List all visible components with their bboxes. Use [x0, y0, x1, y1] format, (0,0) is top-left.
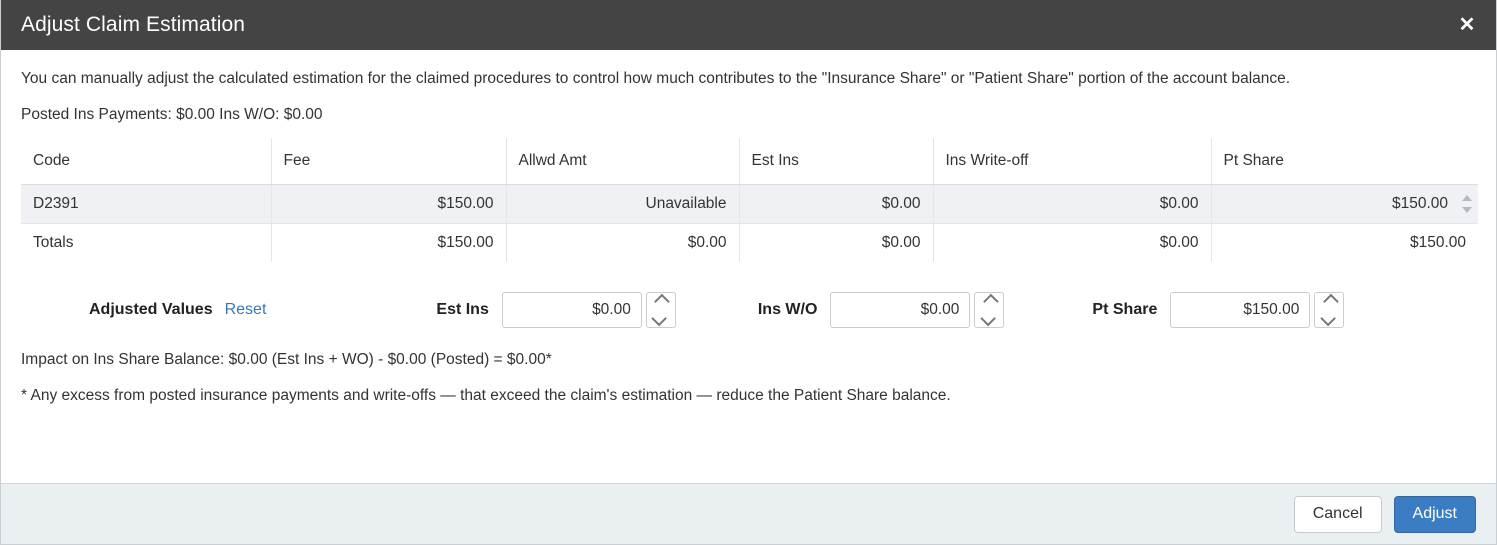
close-icon[interactable]: ✕: [1454, 12, 1480, 38]
column-header-est-ins: Est Ins: [739, 138, 934, 185]
column-header-pt-share: Pt Share: [1211, 138, 1478, 185]
dialog-footer: Cancel Adjust: [1, 483, 1496, 544]
est-ins-field-group: Est Ins: [436, 292, 676, 329]
ins-wo-decrement-button[interactable]: [975, 310, 1003, 327]
dialog-titlebar: Adjust Claim Estimation ✕: [1, 0, 1496, 50]
cell-fee: $150.00: [271, 184, 507, 224]
column-header-ins-write-off: Ins Write-off: [933, 138, 1212, 185]
column-header-code: Code: [21, 138, 272, 185]
pt-share-input[interactable]: [1170, 292, 1311, 329]
dialog-title: Adjust Claim Estimation: [21, 13, 246, 36]
cell-pt-share[interactable]: $150.00: [1211, 184, 1478, 224]
intro-text: You can manually adjust the calculated e…: [21, 70, 1291, 87]
column-header-allwd-amt: Allwd Amt: [506, 138, 740, 185]
pt-share-decrement-button[interactable]: [1315, 310, 1343, 327]
impact-on-ins-share-balance: Impact on Ins Share Balance: $0.00 (Est …: [21, 351, 552, 369]
cell-ins-write-off: $0.00: [933, 184, 1212, 224]
adjusted-values-row: Adjusted Values Reset Est Ins Ins W/O: [21, 292, 1476, 329]
estimation-table: Code Fee Allwd Amt Est Ins Ins Write-off…: [21, 138, 1478, 263]
cell-code: Totals: [21, 223, 272, 263]
ins-wo-spinner: [830, 292, 1005, 329]
cell-pt-share: $150.00: [1211, 223, 1478, 263]
chevron-down-icon: [651, 311, 668, 327]
cancel-button[interactable]: Cancel: [1293, 495, 1382, 533]
ins-wo-increment-button[interactable]: [975, 293, 1003, 310]
pt-share-row-stepper[interactable]: [1458, 188, 1476, 220]
chevron-down-icon: [980, 311, 996, 327]
reset-link[interactable]: Reset: [224, 301, 267, 319]
cell-allwd-amt: $0.00: [506, 223, 740, 263]
est-ins-spinner: [501, 292, 676, 329]
chevron-up-icon: [1322, 294, 1339, 310]
chevron-down-icon: [1320, 311, 1336, 327]
cell-pt-share-value: $150.00: [1391, 194, 1448, 212]
ins-wo-stepper[interactable]: [974, 292, 1005, 329]
adjusted-values-label: Adjusted Values: [89, 301, 213, 319]
ins-wo-field-group: Ins W/O: [757, 292, 1005, 329]
footnote-text: * Any excess from posted insurance payme…: [21, 387, 951, 405]
column-header-fee: Fee: [271, 138, 507, 185]
pt-share-spinner: [1170, 292, 1345, 329]
cell-ins-write-off: $0.00: [933, 223, 1212, 263]
est-ins-decrement-button[interactable]: [647, 310, 675, 327]
pt-share-label: Pt Share: [1092, 301, 1158, 319]
est-ins-input[interactable]: [501, 292, 642, 329]
est-ins-stepper[interactable]: [645, 292, 676, 329]
adjust-button[interactable]: Adjust: [1393, 495, 1476, 533]
table-row[interactable]: D2391 $150.00 Unavailable $0.00 $0.00 $1…: [21, 184, 1478, 224]
cell-est-ins: $0.00: [739, 223, 934, 263]
cell-fee: $150.00: [271, 223, 507, 263]
cell-allwd-amt: Unavailable: [506, 184, 740, 224]
ins-wo-input[interactable]: [830, 292, 971, 329]
est-ins-increment-button[interactable]: [647, 293, 675, 310]
table-row: Totals $150.00 $0.00 $0.00 $0.00 $150.00: [21, 223, 1478, 263]
pt-share-field-group: Pt Share: [1092, 292, 1345, 329]
table-header-row: Code Fee Allwd Amt Est Ins Ins Write-off…: [21, 138, 1478, 185]
caret-up-icon[interactable]: [1462, 194, 1472, 201]
ins-wo-label: Ins W/O: [757, 301, 818, 319]
dialog-body: You can manually adjust the calculated e…: [1, 50, 1496, 483]
pt-share-stepper[interactable]: [1314, 292, 1345, 329]
chevron-up-icon: [654, 294, 671, 310]
cell-code: D2391: [21, 184, 272, 224]
caret-down-icon[interactable]: [1462, 206, 1472, 213]
chevron-up-icon: [983, 294, 999, 310]
est-ins-label: Est Ins: [436, 301, 489, 319]
pt-share-increment-button[interactable]: [1315, 293, 1343, 310]
cell-est-ins: $0.00: [739, 184, 934, 224]
posted-payments-line: Posted Ins Payments: $0.00 Ins W/O: $0.0…: [21, 106, 323, 124]
